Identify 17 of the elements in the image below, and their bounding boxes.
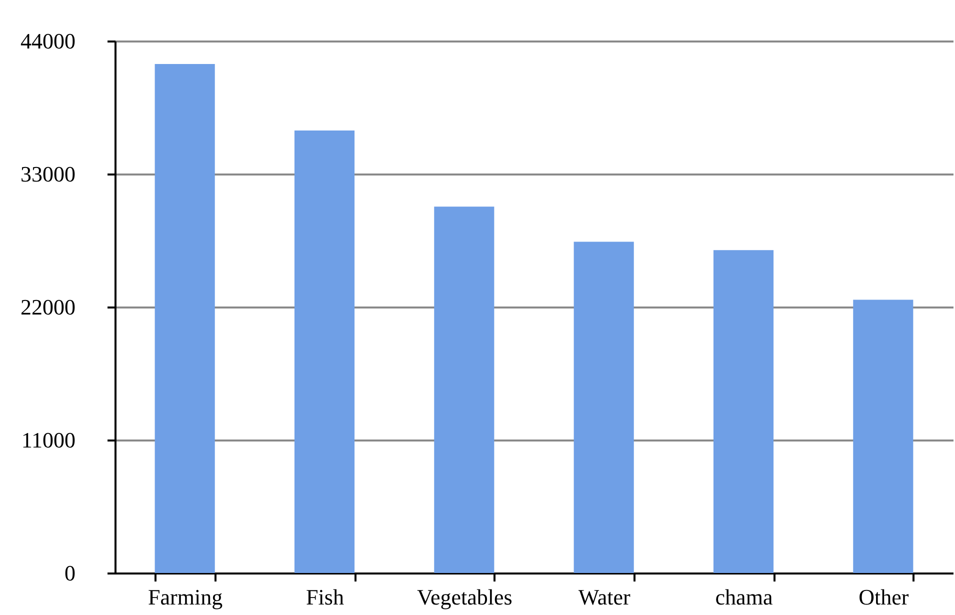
y-tick-label: 0	[64, 560, 76, 586]
x-tick-label: chama	[715, 584, 773, 610]
bar	[713, 250, 774, 573]
y-tick-label: 22000	[20, 294, 76, 320]
y-tick-label: 11000	[21, 428, 76, 452]
y-tick-label: 44000	[20, 28, 76, 54]
bar	[853, 300, 914, 573]
bar	[574, 242, 634, 573]
x-tick-label: Water	[578, 584, 631, 610]
x-tick-label: Other	[858, 584, 910, 610]
bar	[434, 206, 494, 573]
x-tick-label: Vegetables	[417, 584, 512, 610]
bar	[154, 64, 215, 573]
y-tick-label: 33000	[20, 162, 76, 186]
x-tick-label: Fish	[306, 584, 344, 610]
bar	[294, 130, 355, 573]
x-tick-label: Farming	[148, 584, 223, 610]
